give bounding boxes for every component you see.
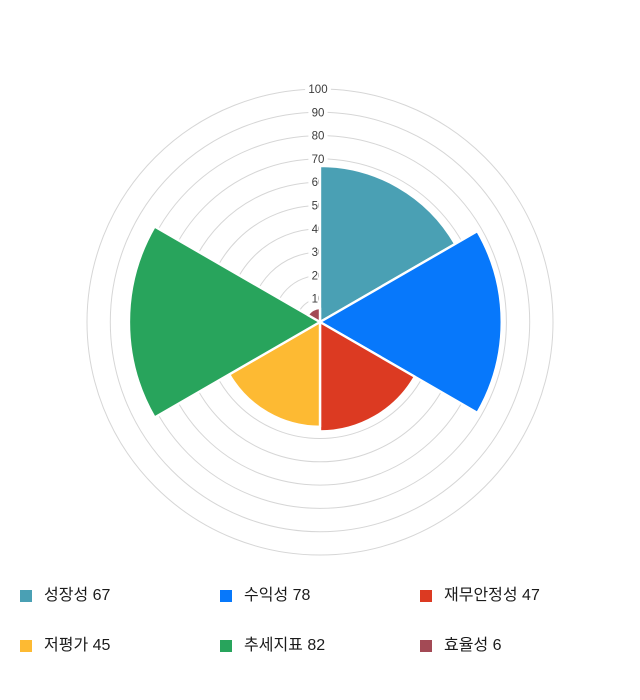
legend-item: 효율성 6 [420,636,620,656]
axis-tick-label: 100 [308,84,327,96]
chart-sector[interactable] [127,225,322,419]
axis-tick-label: 70 [312,154,325,166]
legend-label: 저평가 45 [44,637,111,654]
axis-tick-halo [308,150,328,166]
axis-tick-halo [308,127,328,143]
legend-item: 성장성 67 [20,586,220,606]
legend-item: 재무안정성 47 [420,586,620,606]
chart-sector[interactable] [318,320,417,433]
legend-swatch [220,640,232,652]
chart-sector[interactable] [228,320,322,429]
legend-swatch [420,640,432,652]
legend-swatch [20,590,32,602]
axis-tick-label: 80 [312,131,325,143]
chart-sector[interactable] [306,306,322,324]
chart-sector[interactable] [318,164,457,324]
legend-item: 추세지표 82 [220,636,420,656]
legend-swatch [220,590,232,602]
axis-tick-label: 90 [312,107,325,119]
legend-label: 추세지표 82 [244,637,326,654]
legend-label: 재무안정성 47 [444,587,540,604]
legend-swatch [20,640,32,652]
legend-label: 성장성 67 [44,587,111,604]
legend-label: 수익성 78 [244,587,311,604]
chart-sector[interactable] [318,229,503,415]
legend-label: 효율성 6 [444,637,502,654]
legend-item: 저평가 45 [20,636,220,656]
legend-swatch [420,590,432,602]
legend-item: 수익성 78 [220,586,420,606]
chart-legend: 성장성 67 수익성 78 재무안정성 47 저평가 45 추세지표 82 효율성 6 [20,586,630,656]
axis-tick-halo [305,81,331,96]
axis-tick-halo [308,104,328,120]
